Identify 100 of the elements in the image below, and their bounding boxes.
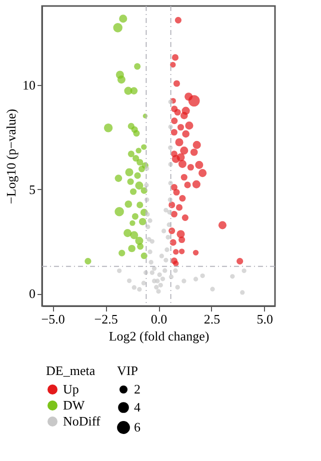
point bbox=[198, 169, 207, 178]
point bbox=[159, 254, 164, 258]
point bbox=[134, 63, 141, 70]
point bbox=[164, 258, 168, 262]
point bbox=[177, 124, 184, 131]
x-tick-label: 5.0 bbox=[256, 312, 274, 326]
point bbox=[180, 174, 188, 181]
point bbox=[182, 214, 188, 221]
point bbox=[116, 268, 122, 274]
point bbox=[148, 260, 154, 265]
point bbox=[130, 87, 138, 94]
point bbox=[125, 168, 134, 176]
point bbox=[210, 286, 215, 292]
point bbox=[173, 260, 179, 266]
point bbox=[178, 236, 186, 244]
point bbox=[128, 244, 136, 252]
legend-label: Up bbox=[63, 382, 79, 396]
point bbox=[174, 108, 181, 116]
point bbox=[138, 218, 146, 226]
point bbox=[170, 62, 176, 68]
point bbox=[182, 278, 186, 284]
point bbox=[172, 154, 180, 163]
point bbox=[176, 204, 183, 211]
point bbox=[180, 146, 188, 155]
point bbox=[138, 166, 146, 172]
point bbox=[185, 122, 194, 130]
point bbox=[187, 164, 194, 171]
point bbox=[184, 92, 193, 101]
x-tick-label: 0.0 bbox=[150, 312, 168, 326]
point bbox=[168, 228, 176, 234]
point bbox=[184, 182, 191, 188]
point bbox=[173, 248, 179, 255]
point bbox=[141, 144, 147, 150]
point bbox=[160, 276, 166, 282]
point bbox=[126, 278, 132, 284]
point bbox=[193, 276, 198, 282]
legend-label: 6 bbox=[134, 420, 141, 434]
point bbox=[170, 128, 178, 136]
legend-label: 4 bbox=[134, 400, 141, 414]
legend-label: NoDiff bbox=[63, 414, 101, 428]
point bbox=[170, 239, 176, 246]
text: VIP bbox=[117, 363, 138, 378]
point bbox=[137, 287, 142, 292]
point bbox=[157, 272, 162, 278]
point bbox=[192, 250, 199, 256]
point bbox=[236, 258, 244, 264]
point bbox=[132, 213, 138, 220]
x-tick-label: −2.5 bbox=[94, 312, 118, 326]
point bbox=[172, 54, 179, 61]
y-tick-label: 0 bbox=[29, 286, 36, 301]
x-axis-title: Log2 (fold change) bbox=[108, 328, 210, 344]
point bbox=[118, 250, 126, 256]
y-tick-label: 5 bbox=[29, 182, 36, 197]
legend-label: DW bbox=[63, 398, 86, 412]
point bbox=[173, 268, 178, 273]
legend-label: 2 bbox=[134, 382, 140, 396]
point bbox=[192, 180, 200, 188]
x-tick-label: −5.0 bbox=[41, 312, 65, 326]
point bbox=[174, 16, 182, 24]
point bbox=[240, 290, 245, 295]
point bbox=[150, 270, 154, 275]
legend-title: DE_meta bbox=[46, 363, 96, 378]
point bbox=[135, 182, 144, 190]
point bbox=[242, 268, 246, 274]
point bbox=[154, 284, 159, 290]
point bbox=[179, 195, 186, 202]
point bbox=[124, 200, 132, 208]
point bbox=[162, 268, 168, 273]
point bbox=[178, 160, 186, 168]
point bbox=[128, 150, 134, 158]
point bbox=[158, 282, 163, 288]
point bbox=[134, 172, 141, 179]
point bbox=[119, 14, 128, 23]
point bbox=[114, 174, 122, 182]
point bbox=[170, 210, 178, 218]
point bbox=[136, 158, 144, 166]
point bbox=[130, 188, 137, 195]
point bbox=[230, 274, 235, 279]
point bbox=[192, 140, 201, 149]
point bbox=[175, 284, 180, 290]
point bbox=[141, 280, 146, 286]
point bbox=[136, 148, 142, 154]
point bbox=[164, 208, 168, 212]
point bbox=[132, 155, 140, 162]
point bbox=[182, 130, 190, 138]
point bbox=[124, 229, 132, 238]
point bbox=[132, 285, 136, 290]
point bbox=[166, 234, 170, 240]
point bbox=[218, 221, 226, 230]
point bbox=[140, 252, 148, 260]
point bbox=[164, 247, 170, 252]
point bbox=[148, 250, 152, 254]
point bbox=[161, 228, 166, 234]
point bbox=[190, 148, 198, 156]
point bbox=[148, 218, 152, 223]
point bbox=[84, 258, 92, 264]
point bbox=[200, 273, 205, 278]
point bbox=[171, 118, 178, 124]
point bbox=[173, 80, 180, 87]
point bbox=[144, 166, 150, 171]
